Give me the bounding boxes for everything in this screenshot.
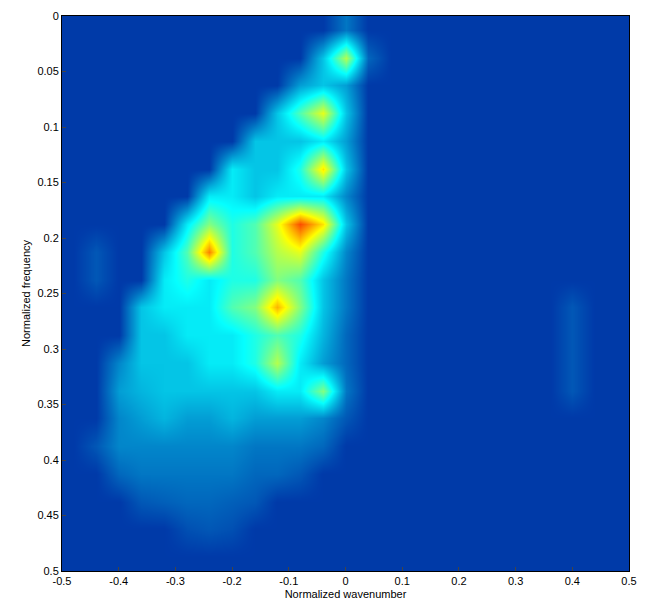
- svg-text:0.2: 0.2: [44, 232, 59, 244]
- svg-text:-0.4: -0.4: [109, 575, 128, 587]
- svg-text:0.15: 0.15: [37, 176, 58, 188]
- svg-text:0.1: 0.1: [44, 121, 59, 133]
- svg-text:-0.3: -0.3: [166, 575, 185, 587]
- svg-text:Normalized frequency: Normalized frequency: [20, 240, 32, 347]
- svg-text:0.4: 0.4: [565, 575, 580, 587]
- svg-text:0.2: 0.2: [451, 575, 466, 587]
- svg-text:0.5: 0.5: [44, 565, 59, 577]
- svg-text:-0.2: -0.2: [223, 575, 242, 587]
- svg-text:0.45: 0.45: [37, 509, 58, 521]
- svg-text:0.25: 0.25: [37, 287, 58, 299]
- svg-text:0.05: 0.05: [37, 65, 58, 77]
- svg-text:0: 0: [342, 575, 348, 587]
- svg-text:0.3: 0.3: [44, 343, 59, 355]
- svg-text:0.1: 0.1: [395, 575, 410, 587]
- svg-text:0.35: 0.35: [37, 398, 58, 410]
- svg-text:0.5: 0.5: [621, 575, 636, 587]
- svg-text:0.4: 0.4: [44, 454, 59, 466]
- svg-text:0.3: 0.3: [508, 575, 523, 587]
- svg-text:0: 0: [53, 10, 59, 22]
- svg-text:-0.1: -0.1: [279, 575, 298, 587]
- svg-text:Normalized wavenumber: Normalized wavenumber: [285, 588, 407, 600]
- svg-text:-0.5: -0.5: [53, 575, 72, 587]
